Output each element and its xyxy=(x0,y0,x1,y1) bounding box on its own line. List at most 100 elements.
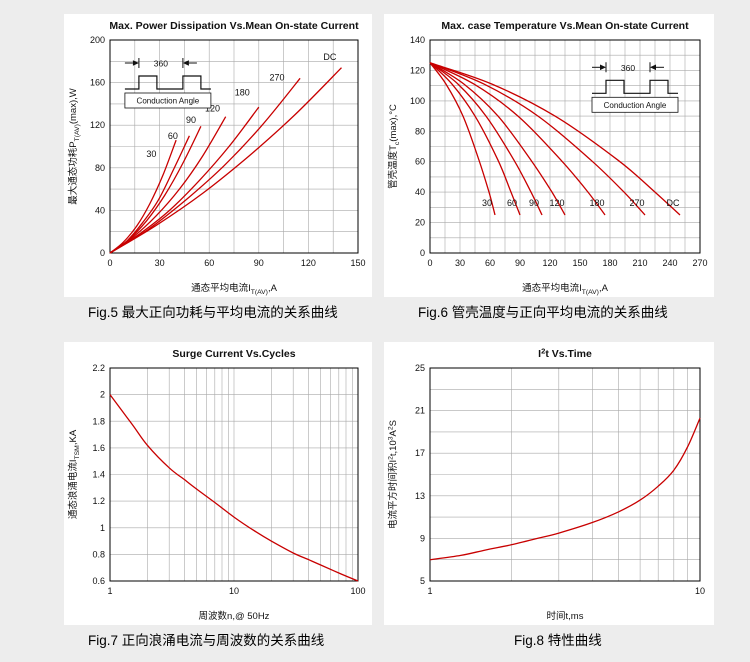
svg-text:90: 90 xyxy=(186,115,196,125)
svg-text:10: 10 xyxy=(695,586,705,596)
svg-text:120: 120 xyxy=(90,120,105,130)
svg-text:最大通态功耗PT(AV)(max),W: 最大通态功耗PT(AV)(max),W xyxy=(67,88,81,205)
figure-caption-fig5: Fig.5 最大正向功耗与平均电流的关系曲线 xyxy=(88,305,338,320)
svg-text:0: 0 xyxy=(100,248,105,258)
chart-panel-fig6: Max. case Temperature Vs.Mean On-state C… xyxy=(384,14,714,297)
svg-text:360: 360 xyxy=(621,63,635,73)
svg-text:90: 90 xyxy=(515,258,525,268)
svg-text:时间t,ms: 时间t,ms xyxy=(547,610,584,622)
svg-text:DC: DC xyxy=(667,198,680,208)
svg-text:40: 40 xyxy=(95,205,105,215)
svg-text:60: 60 xyxy=(168,131,178,141)
svg-text:60: 60 xyxy=(485,258,495,268)
figure-caption-fig7: Fig.7 正向浪涌电流与周波数的关系曲线 xyxy=(88,633,325,648)
svg-text:周波数n,@ 50Hz: 周波数n,@ 50Hz xyxy=(199,610,270,622)
svg-text:40: 40 xyxy=(415,187,425,197)
svg-text:Conduction Angle: Conduction Angle xyxy=(137,97,200,106)
svg-text:1: 1 xyxy=(427,586,432,596)
svg-text:20: 20 xyxy=(415,218,425,228)
svg-text:Surge Current Vs.Cycles: Surge Current Vs.Cycles xyxy=(172,348,295,360)
case-temperature-chart: Max. case Temperature Vs.Mean On-state C… xyxy=(387,20,708,296)
svg-text:0: 0 xyxy=(107,258,112,268)
i2t-chart: I2t Vs.Time 1 10 5 9 13 17 21 25 时间t,ms 电流平方时间积I2t… xyxy=(387,346,705,622)
svg-text:200: 200 xyxy=(90,35,105,45)
svg-text:1: 1 xyxy=(100,523,105,533)
svg-text:5: 5 xyxy=(420,576,425,586)
chart-panel-fig5: Max. Power Dissipation Vs.Mean On-state … xyxy=(64,14,372,297)
svg-text:100: 100 xyxy=(410,96,425,106)
svg-text:1.4: 1.4 xyxy=(92,470,105,480)
svg-text:30: 30 xyxy=(155,258,165,268)
svg-text:80: 80 xyxy=(415,126,425,136)
svg-text:Conduction Angle: Conduction Angle xyxy=(604,101,667,110)
power-dissipation-chart: Max. Power Dissipation Vs.Mean On-state … xyxy=(67,20,366,296)
svg-text:1.2: 1.2 xyxy=(92,496,105,506)
svg-text:1: 1 xyxy=(107,586,112,596)
svg-text:180: 180 xyxy=(235,87,250,97)
svg-text:270: 270 xyxy=(692,258,707,268)
svg-text:17: 17 xyxy=(415,448,425,458)
svg-text:150: 150 xyxy=(572,258,587,268)
svg-text:30: 30 xyxy=(455,258,465,268)
svg-text:60: 60 xyxy=(204,258,214,268)
svg-text:90: 90 xyxy=(254,258,264,268)
svg-text:120: 120 xyxy=(542,258,557,268)
series-DC xyxy=(109,67,342,254)
svg-text:240: 240 xyxy=(662,258,677,268)
series-120 xyxy=(429,62,566,216)
conduction-angle-inset: 360 Conduction Angle xyxy=(124,58,212,109)
svg-text:120: 120 xyxy=(301,258,316,268)
svg-text:0: 0 xyxy=(427,258,432,268)
svg-text:180: 180 xyxy=(589,198,604,208)
svg-text:13: 13 xyxy=(415,491,425,501)
svg-text:2.2: 2.2 xyxy=(92,363,105,373)
svg-text:30: 30 xyxy=(146,149,156,159)
chart-panel-fig8: I2t Vs.Time 1 10 5 9 13 17 21 25 时间t,ms 电流平方时间积I2t… xyxy=(384,342,714,625)
svg-text:通态浪涌电流ITSM,KA: 通态浪涌电流ITSM,KA xyxy=(67,429,81,519)
svg-text:2: 2 xyxy=(100,390,105,400)
svg-text:10: 10 xyxy=(229,586,239,596)
series-i2t xyxy=(429,417,701,561)
surge-current-chart: Surge Current Vs.Cycles 1 10 100 0.6 0.8 1 1.2 1… xyxy=(67,348,366,622)
svg-text:60: 60 xyxy=(507,198,517,208)
svg-text:电流平方时间积I2t,103A2S: 电流平方时间积I2t,103A2S xyxy=(387,420,399,529)
series-180 xyxy=(429,62,606,216)
svg-text:30: 30 xyxy=(482,198,492,208)
svg-text:120: 120 xyxy=(410,65,425,75)
svg-text:80: 80 xyxy=(95,163,105,173)
svg-text:120: 120 xyxy=(549,198,564,208)
svg-text:0.8: 0.8 xyxy=(92,549,105,559)
series-90 xyxy=(109,126,202,254)
svg-text:140: 140 xyxy=(410,35,425,45)
svg-text:0.6: 0.6 xyxy=(92,576,105,586)
svg-text:1.6: 1.6 xyxy=(92,443,105,453)
svg-text:150: 150 xyxy=(350,258,365,268)
svg-text:120: 120 xyxy=(205,103,220,113)
svg-text:270: 270 xyxy=(629,198,644,208)
svg-text:25: 25 xyxy=(415,363,425,373)
svg-text:90: 90 xyxy=(529,198,539,208)
series-270 xyxy=(429,62,646,216)
series-DC xyxy=(429,62,681,216)
series-surge-current xyxy=(109,394,359,582)
svg-text:1.8: 1.8 xyxy=(92,416,105,426)
svg-text:21: 21 xyxy=(415,406,425,416)
svg-text:0: 0 xyxy=(420,248,425,258)
svg-text:管壳温度Tc(max),°C: 管壳温度Tc(max),°C xyxy=(387,104,401,189)
svg-text:Max. Power Dissipation Vs.Mean: Max. Power Dissipation Vs.Mean On-state … xyxy=(109,20,359,32)
svg-text:270: 270 xyxy=(269,72,284,82)
svg-text:100: 100 xyxy=(350,586,365,596)
svg-text:360: 360 xyxy=(154,59,168,69)
conduction-angle-inset: 360 Conduction Angle xyxy=(591,62,679,113)
svg-text:DC: DC xyxy=(323,52,336,62)
svg-text:160: 160 xyxy=(90,78,105,88)
svg-text:9: 9 xyxy=(420,533,425,543)
svg-text:180: 180 xyxy=(602,258,617,268)
svg-text:60: 60 xyxy=(415,157,425,167)
figure-caption-fig8: Fig.8 特性曲线 xyxy=(514,633,602,648)
series-30 xyxy=(429,62,496,216)
chart-panel-fig7: Surge Current Vs.Cycles 1 10 100 0.6 0.8 1 1.2 1… xyxy=(64,342,372,625)
figure-caption-fig6: Fig.6 管壳温度与正向平均电流的关系曲线 xyxy=(418,305,668,320)
series-120 xyxy=(109,116,227,254)
